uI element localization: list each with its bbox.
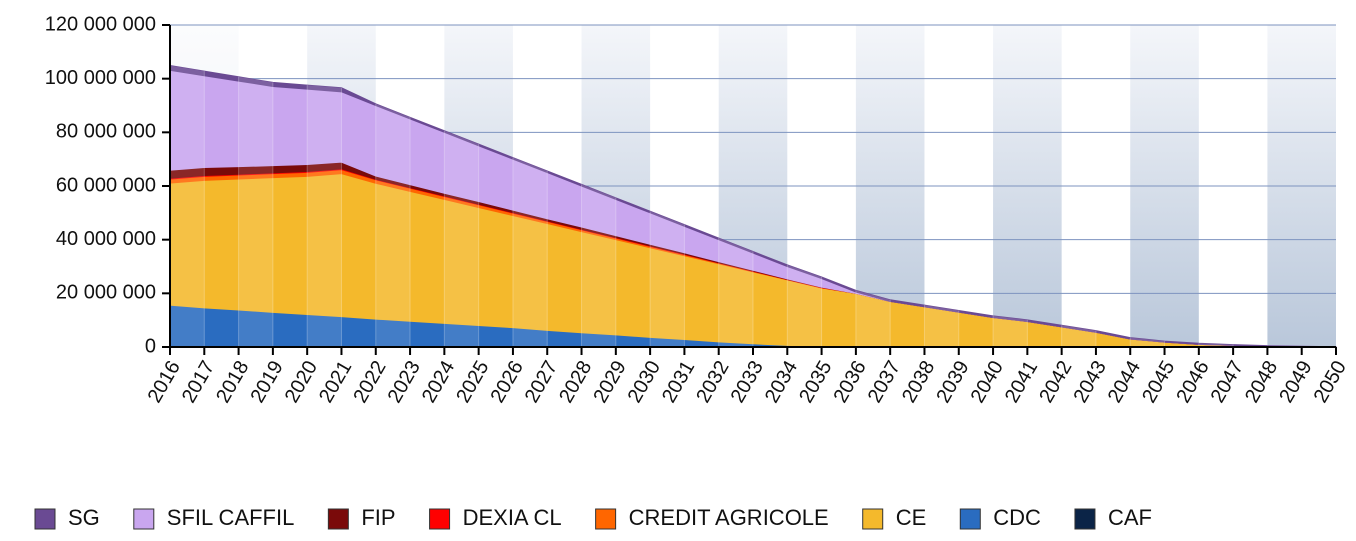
x-tick-label: 2019 (246, 357, 287, 407)
x-tick-label: 2017 (178, 357, 219, 407)
x-tick-label: 2030 (624, 357, 665, 407)
legend-label: CREDIT AGRICOLE (629, 505, 829, 530)
x-tick-label: 2045 (1138, 357, 1179, 407)
legend-label: FIP (361, 505, 395, 530)
shade (170, 66, 204, 347)
shade (307, 85, 341, 347)
x-tick-label: 2038 (898, 357, 939, 407)
legend-swatch (328, 509, 348, 529)
x-tick-label: 2027 (521, 357, 562, 407)
x-tick-label: 2043 (1070, 357, 1111, 407)
x-tick-label: 2026 (487, 357, 528, 407)
x-tick-label: 2044 (1104, 357, 1145, 407)
shade (650, 211, 684, 347)
x-tick-label: 2039 (932, 357, 973, 407)
x-tick-label: 2031 (658, 357, 699, 407)
y-tick-label: 40 000 000 (56, 228, 156, 250)
y-tick-label: 20 000 000 (56, 282, 156, 304)
legend-swatch (134, 509, 154, 529)
legend-label: SG (68, 505, 100, 530)
x-tick-label: 2042 (1035, 357, 1076, 407)
x-tick-label: 2034 (761, 357, 802, 407)
y-tick-label: 100 000 000 (45, 67, 156, 89)
x-tick-label: 2024 (418, 357, 459, 407)
x-tick-label: 2020 (281, 357, 322, 407)
legend-swatch (863, 509, 883, 529)
shade (582, 184, 616, 347)
x-tick-label: 2048 (1241, 357, 1282, 407)
shade (993, 316, 1027, 347)
legend-label: SFIL CAFFIL (167, 505, 295, 530)
x-tick-label: 2032 (692, 357, 733, 407)
x-tick-label: 2022 (349, 357, 390, 407)
shade (513, 158, 547, 347)
legend-swatch (596, 509, 616, 529)
x-tick-label: 2041 (1001, 357, 1042, 407)
legend-label: CDC (993, 505, 1041, 530)
shade (376, 104, 410, 347)
x-tick-label: 2023 (384, 357, 425, 407)
y-tick-label: 120 000 000 (45, 13, 156, 35)
shade (719, 238, 753, 347)
legend-swatch (1075, 509, 1095, 529)
legend-label: DEXIA CL (463, 505, 562, 530)
legend-swatch (35, 509, 55, 529)
x-tick-label: 2040 (967, 357, 1008, 407)
y-tick-label: 0 (145, 335, 156, 357)
x-tick-label: 2046 (1172, 357, 1213, 407)
x-tick-label: 2035 (795, 357, 836, 407)
shade (239, 77, 273, 347)
shade (787, 265, 821, 347)
legend-swatch (430, 509, 450, 529)
legend-label: CE (896, 505, 927, 530)
x-tick-label: 2049 (1275, 357, 1316, 407)
x-tick-label: 2050 (1310, 357, 1351, 407)
legend-label: CAF (1108, 505, 1152, 530)
y-tick-label: 80 000 000 (56, 121, 156, 143)
x-tick-label: 2018 (212, 357, 253, 407)
shade (856, 290, 890, 347)
x-tick-label: 2028 (555, 357, 596, 407)
x-tick-label: 2037 (864, 357, 905, 407)
shade (1062, 325, 1096, 347)
x-tick-label: 2025 (452, 357, 493, 407)
shade (924, 305, 958, 347)
y-tick-label: 60 000 000 (56, 174, 156, 196)
legend-swatch (960, 509, 980, 529)
x-tick-label: 2047 (1207, 357, 1248, 407)
x-tick-label: 2033 (727, 357, 768, 407)
x-tick-label: 2036 (829, 357, 870, 407)
x-tick-label: 2021 (315, 357, 356, 407)
x-tick-label: 2016 (144, 357, 185, 407)
x-tick-label: 2029 (589, 357, 630, 407)
shade (444, 131, 478, 347)
